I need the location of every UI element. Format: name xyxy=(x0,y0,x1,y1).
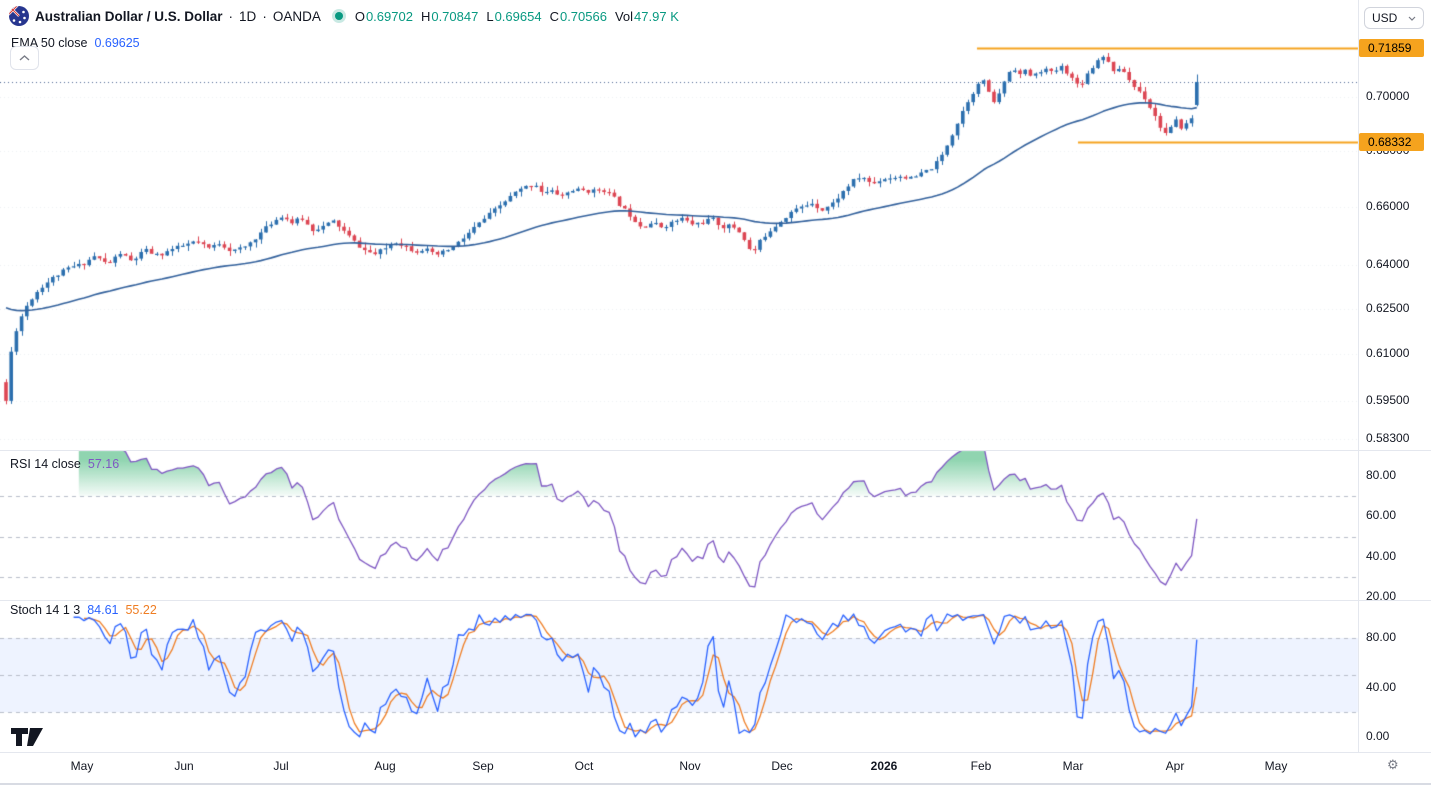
low-value: 0.69654 xyxy=(494,8,542,24)
chevron-up-icon xyxy=(19,55,30,61)
time-tick-label[interactable]: Feb xyxy=(970,759,992,773)
resistance-price-label[interactable]: 0.71859 xyxy=(1359,38,1424,57)
time-tick-label[interactable]: Apr xyxy=(1165,759,1185,773)
close-value: 0.70566 xyxy=(559,8,607,24)
price-tick-label: 0.59500 xyxy=(1366,392,1410,407)
rsi-tick-label: 20.00 xyxy=(1366,589,1397,603)
gear-icon[interactable]: ⚙ xyxy=(1387,757,1399,772)
price-tick-label: 0.66000 xyxy=(1366,199,1410,214)
support-price-label[interactable]: 0.68332 xyxy=(1359,133,1424,152)
pane-separator[interactable] xyxy=(0,450,1431,451)
stoch-tick-label: 0.00 xyxy=(1366,729,1390,743)
volume-value: 47.97 K xyxy=(634,8,679,24)
chevron-down-icon xyxy=(1408,16,1416,21)
price-tick-label: 0.58300 xyxy=(1366,431,1410,445)
tradingview-logo[interactable] xyxy=(10,726,44,748)
open-label: O xyxy=(354,8,365,24)
price-axis-border xyxy=(1358,0,1359,752)
window-bottom-border xyxy=(0,783,1431,785)
stoch-tick-label: 40.00 xyxy=(1366,679,1397,694)
time-axis-border xyxy=(0,752,1431,753)
rsi-tick-label: 80.00 xyxy=(1366,468,1397,482)
high-label: H xyxy=(420,8,431,24)
close-label: C xyxy=(549,8,559,24)
stoch-legend-label: Stoch 14 1 3 xyxy=(10,603,81,617)
pane-separator[interactable] xyxy=(0,600,1431,601)
symbol-title[interactable]: Australian Dollar / U.S. Dollar xyxy=(35,8,223,24)
time-tick-label[interactable]: Aug xyxy=(374,759,396,773)
rsi-tick-label: 40.00 xyxy=(1366,548,1397,563)
rsi-legend-value: 57.16 xyxy=(87,457,120,471)
separator: · xyxy=(262,8,267,24)
time-tick-label[interactable]: Jul xyxy=(273,759,289,773)
open-value: 0.69702 xyxy=(365,8,413,24)
stoch-legend[interactable]: Stoch 14 1 3 84.61 55.22 xyxy=(10,603,157,617)
low-label: L xyxy=(486,8,494,24)
time-tick-label[interactable]: Oct xyxy=(574,759,594,773)
interval-label[interactable]: 1D xyxy=(239,8,257,24)
currency-value: USD xyxy=(1372,11,1398,25)
price-tick-label: 0.61000 xyxy=(1366,346,1410,361)
price-tick-label: 0.62500 xyxy=(1366,300,1410,315)
separator: · xyxy=(228,8,234,24)
stoch-k-value: 84.61 xyxy=(87,603,119,617)
rsi-tick-label: 60.00 xyxy=(1366,508,1397,523)
high-value: 0.70847 xyxy=(431,8,479,24)
stoch-tick-label: 80.00 xyxy=(1366,630,1397,644)
time-tick-label[interactable]: 2026 xyxy=(870,759,898,773)
rsi-legend-label: RSI 14 close xyxy=(10,457,81,471)
collapse-legend-button[interactable] xyxy=(10,46,39,70)
time-tick-label[interactable]: Jun xyxy=(174,759,194,773)
stoch-d-value: 55.22 xyxy=(125,603,157,617)
exchange-label[interactable]: OANDA xyxy=(272,8,321,24)
currency-dropdown[interactable]: USD xyxy=(1364,7,1424,29)
volume-label: Vol xyxy=(614,8,634,24)
time-tick-label[interactable]: Nov xyxy=(679,759,701,773)
time-tick-label[interactable]: Mar xyxy=(1062,759,1084,773)
time-tick-label[interactable]: Sep xyxy=(472,759,494,773)
price-tick-label: 0.70000 xyxy=(1366,89,1410,103)
ohlc-values: O 0.69702 H 0.70847 L 0.69654 C 0.70566 Vol 4… xyxy=(355,9,679,24)
ema-legend-value: 0.69625 xyxy=(94,36,140,50)
time-tick-label[interactable]: May xyxy=(70,759,94,773)
time-tick-label[interactable]: May xyxy=(1264,759,1288,773)
market-status-icon xyxy=(334,12,343,20)
price-tick-label: 0.64000 xyxy=(1366,256,1410,271)
rsi-legend[interactable]: RSI 14 close 57.16 xyxy=(10,457,119,471)
pair-logo-icon xyxy=(9,6,29,26)
symbol-header[interactable]: Australian Dollar / U.S. Dollar · 1D · O… xyxy=(9,6,679,26)
time-tick-label[interactable]: Dec xyxy=(771,759,793,773)
